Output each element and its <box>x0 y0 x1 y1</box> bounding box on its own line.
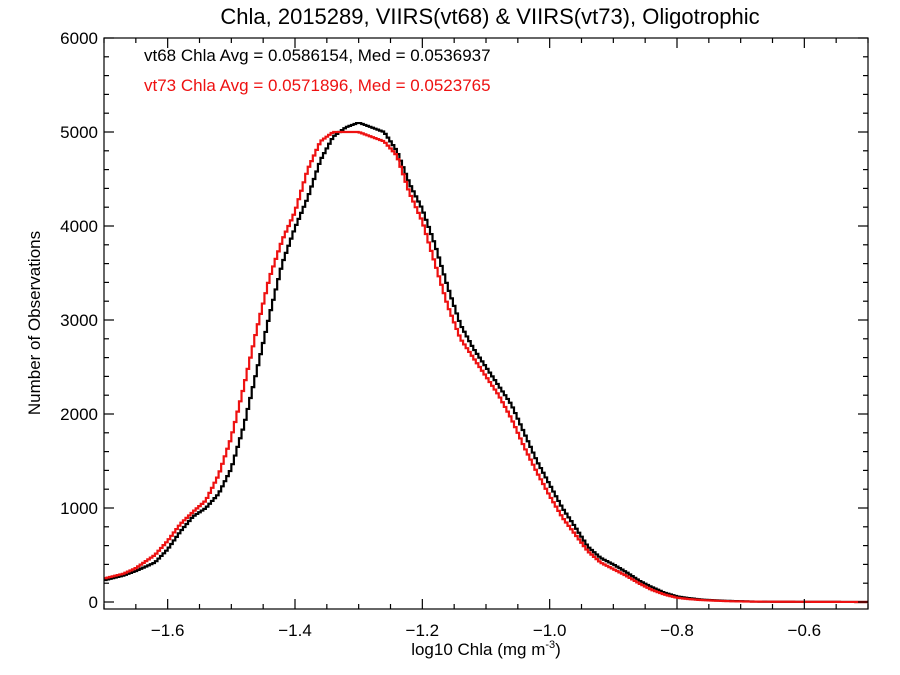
vt73-stats-annotation: vt73 Chla Avg = 0.0571896, Med = 0.05237… <box>144 76 491 95</box>
x-axis-label: log10 Chla (mg m-3) <box>411 639 561 659</box>
x-tick-label: −0.8 <box>660 621 694 640</box>
vt68-stats-annotation: vt68 Chla Avg = 0.0586154, Med = 0.05369… <box>144 46 491 65</box>
series-layer <box>104 121 868 604</box>
y-tick-label: 0 <box>89 593 98 612</box>
axis-ticks: −1.6 −1.4 −1.2 −1.0 −0.8 −0.6 0 1000 2000 3000 400… <box>60 29 869 640</box>
y-tick-label: 1000 <box>60 499 98 518</box>
y-tick-label: 3000 <box>60 311 98 330</box>
x-tick-label: −0.6 <box>788 621 822 640</box>
stats-annotations: vt68 Chla Avg = 0.0586154, Med = 0.05369… <box>144 46 491 95</box>
y-tick-label: 6000 <box>60 29 98 48</box>
vt73-histogram-line <box>104 130 868 604</box>
x-axis-label-main: log10 Chla (mg m <box>411 640 545 659</box>
y-tick-label: 4000 <box>60 217 98 236</box>
x-tick-label: −1.0 <box>533 621 567 640</box>
chart-title: Chla, 2015289, VIIRS(vt68) & VIIRS(vt73)… <box>220 4 759 29</box>
x-tick-label: −1.4 <box>278 621 312 640</box>
x-axis-label-superscript: -3 <box>545 639 555 651</box>
x-tick-label: −1.2 <box>406 621 440 640</box>
y-axis-label: Number of Observations <box>25 231 44 415</box>
x-tick-label: −1.6 <box>151 621 185 640</box>
plot-frame <box>103 37 869 610</box>
y-tick-label: 5000 <box>60 123 98 142</box>
vt68-histogram-line <box>104 121 868 604</box>
x-axis-label-end: ) <box>555 640 561 659</box>
y-tick-label: 2000 <box>60 405 98 424</box>
